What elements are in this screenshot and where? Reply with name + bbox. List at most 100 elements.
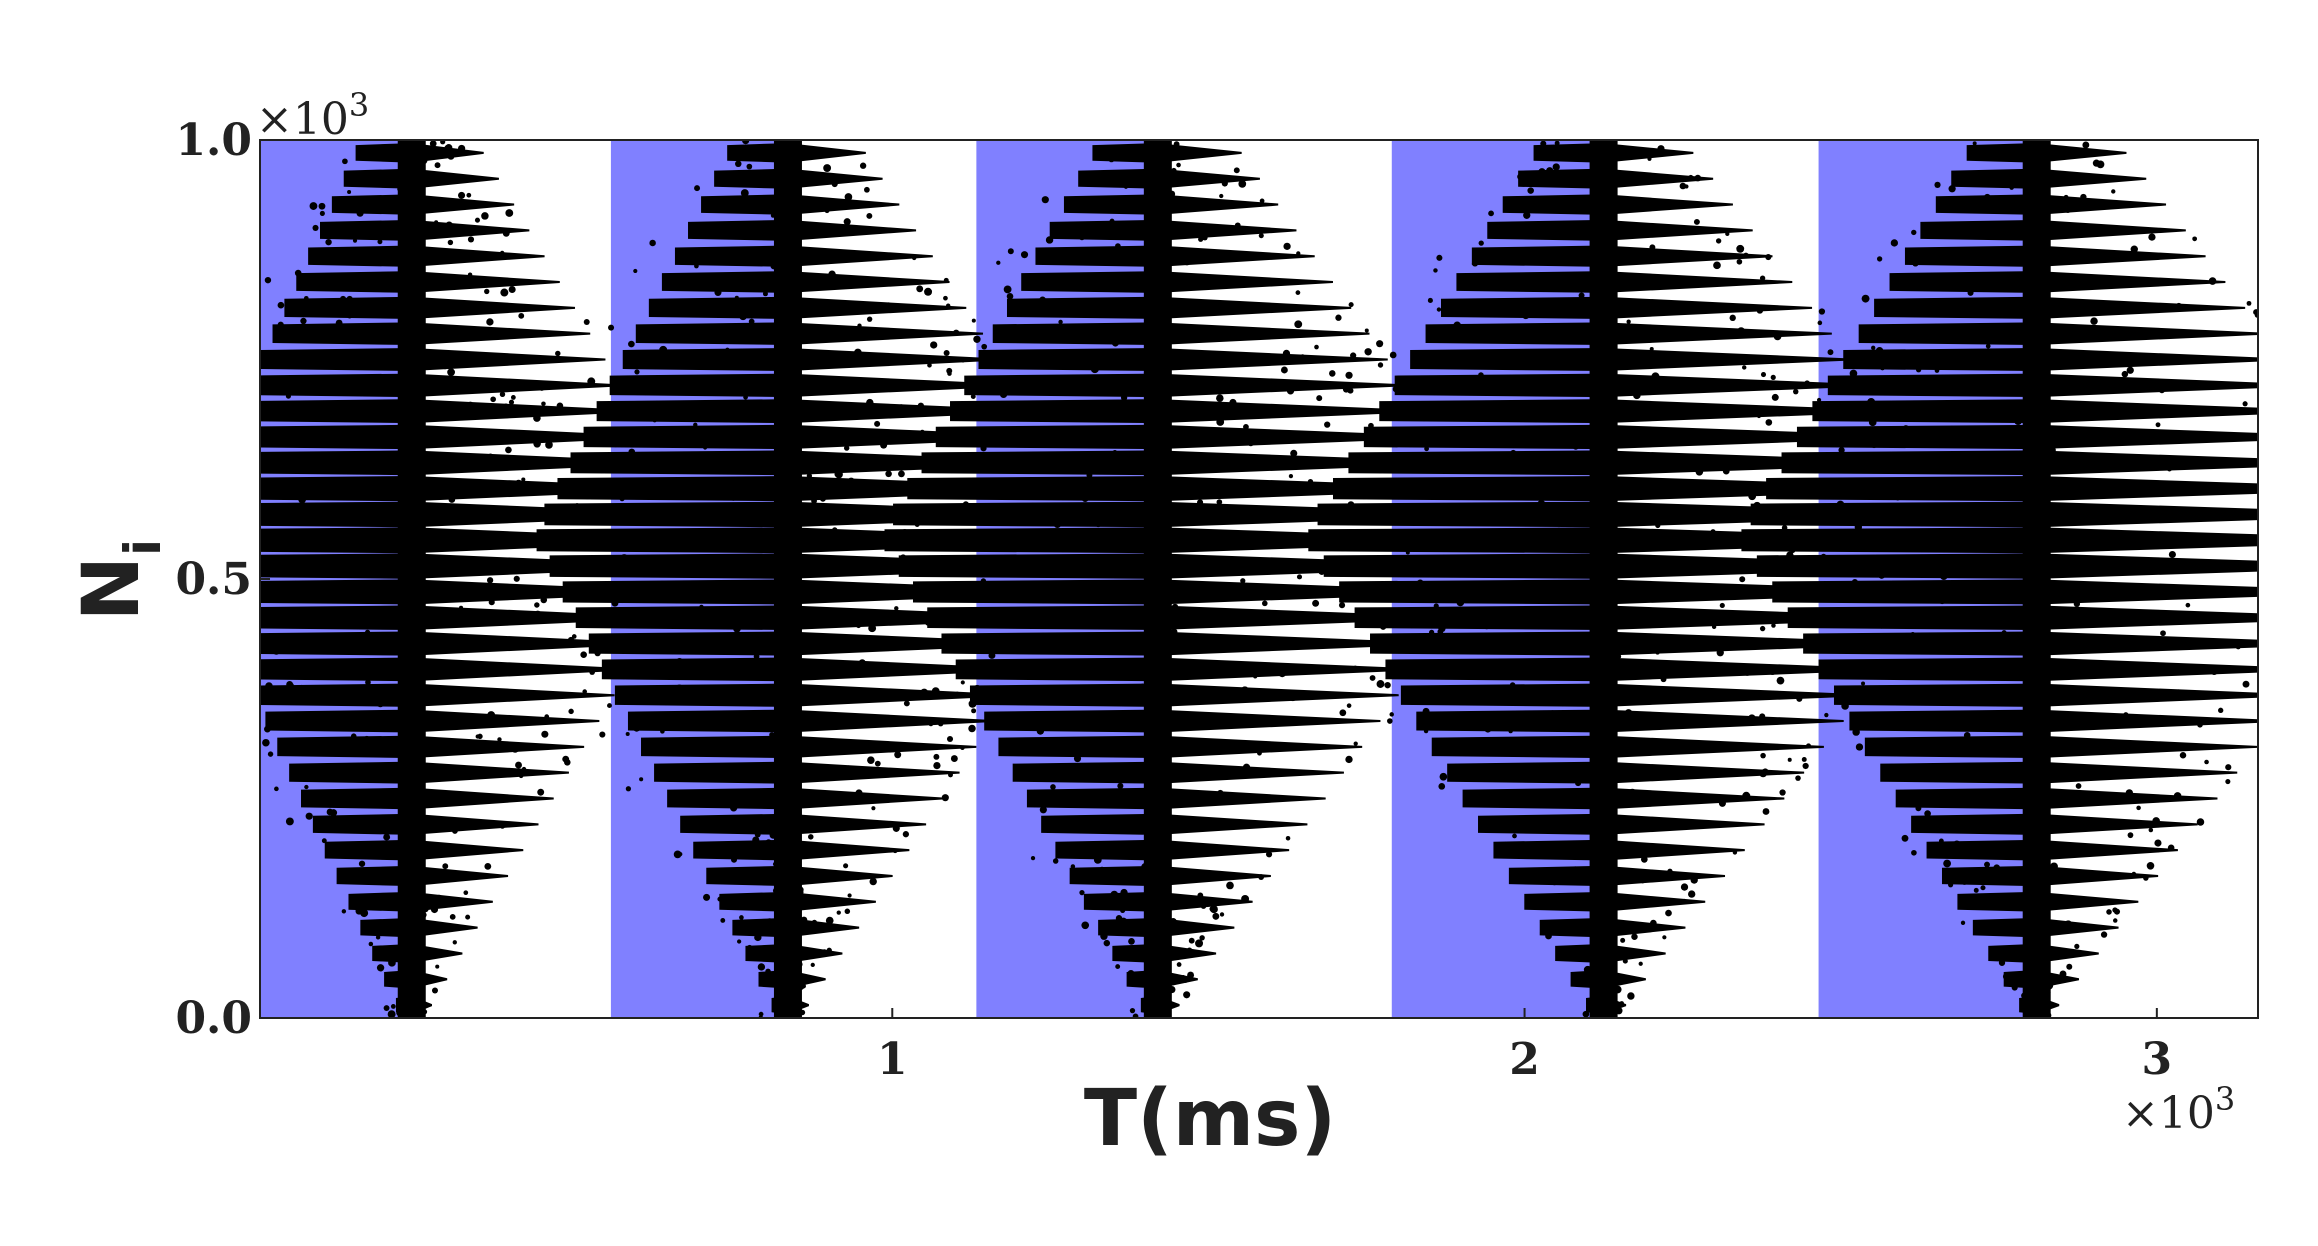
spike-point [2064, 920, 2072, 928]
spike-point [628, 449, 635, 456]
spike-point [620, 598, 625, 603]
spike-point [1796, 696, 1802, 702]
spike-point [715, 311, 722, 318]
spike-point [580, 651, 587, 658]
spike-point [747, 945, 753, 951]
spike-point [1616, 654, 1621, 659]
spike-band [1874, 297, 2245, 319]
spike-point [1689, 542, 1695, 548]
spike-point [824, 776, 828, 780]
spike-point [1940, 573, 1947, 580]
spike-point [1100, 867, 1104, 871]
spike-point [694, 264, 699, 269]
spike-point [771, 263, 778, 270]
spike-point [807, 473, 812, 478]
spike-point [752, 311, 757, 316]
spike-point [1512, 834, 1517, 839]
spike-point [1117, 783, 1123, 789]
spike-point [231, 416, 237, 422]
spike-point [1510, 797, 1518, 805]
spike-point [1537, 500, 1545, 508]
spike-point [1433, 268, 1437, 272]
spike-point [1265, 456, 1269, 460]
spike-point [699, 605, 703, 609]
spike-point [1050, 784, 1056, 790]
spike-point [1324, 421, 1330, 427]
spike-point [757, 179, 763, 185]
spike-point [1086, 472, 1092, 478]
spike-point [797, 889, 803, 895]
spike-spine [398, 140, 426, 1018]
spike-point [1310, 514, 1315, 519]
spike-point [776, 942, 781, 947]
spike-point [1172, 352, 1180, 360]
spike-point [1717, 649, 1724, 656]
spike-point [2101, 931, 2107, 937]
spike-point [538, 744, 543, 749]
spike-point [431, 906, 438, 913]
spike-point [432, 987, 438, 993]
spike-point [1742, 365, 1746, 369]
spike-point [947, 371, 951, 375]
spike-point [360, 909, 368, 917]
spike-point [812, 920, 817, 925]
spike-point [829, 765, 837, 773]
spike-point [1176, 163, 1181, 168]
spike-point [714, 289, 721, 296]
spike-point [766, 899, 773, 906]
spike-point [1301, 586, 1307, 592]
spike-point [633, 725, 640, 732]
spike-point [1345, 756, 1352, 763]
spike-band [1920, 220, 2185, 241]
spike-point [2053, 308, 2057, 312]
spike-point [1378, 362, 1383, 367]
spike-point [1953, 840, 1960, 847]
spike-point [515, 762, 522, 769]
spike-point [1296, 251, 1300, 255]
spike-point [383, 712, 389, 718]
spike-point [2080, 194, 2086, 200]
spike-point [1120, 908, 1125, 913]
spike-band [289, 762, 569, 784]
spike-point [735, 161, 742, 168]
spike-point [1681, 883, 1688, 890]
spike-point [1574, 335, 1582, 343]
spike-point [933, 754, 939, 760]
spike-band [1472, 246, 1773, 267]
spike-point [560, 536, 564, 540]
spike-point [1259, 594, 1265, 600]
spike-point [1569, 403, 1576, 410]
spike-point [717, 897, 722, 902]
spike-point [414, 910, 422, 918]
spike-point [739, 312, 747, 320]
spike-point [1247, 440, 1254, 447]
y-axis-ticks: 0.00.51.0 [175, 115, 270, 1044]
spike-point [2006, 897, 2012, 903]
spike-point [546, 441, 553, 448]
spike-point [1235, 222, 1241, 228]
spike-point [1710, 529, 1715, 534]
spike-point [1879, 437, 1885, 443]
spike-band [675, 246, 933, 267]
spike-point [1008, 248, 1014, 254]
spike-point [1602, 263, 1606, 267]
spike-point [1063, 770, 1067, 774]
spike-point [202, 641, 206, 645]
spike-point [811, 963, 815, 967]
spike-point [396, 203, 403, 210]
spike-point [1183, 978, 1188, 983]
spike-point [803, 427, 809, 433]
spike-point [735, 296, 739, 300]
spike-point [1213, 691, 1218, 696]
spike-point [1067, 817, 1072, 822]
spike-point [2043, 989, 2051, 997]
spike-point [460, 515, 465, 520]
spike-point [1398, 452, 1405, 459]
spike-point [802, 978, 807, 983]
spike-point [1999, 252, 2006, 259]
spike-point [353, 239, 357, 243]
spike-point [2247, 301, 2252, 306]
spike-point [709, 766, 716, 773]
spike-point [2209, 277, 2217, 285]
